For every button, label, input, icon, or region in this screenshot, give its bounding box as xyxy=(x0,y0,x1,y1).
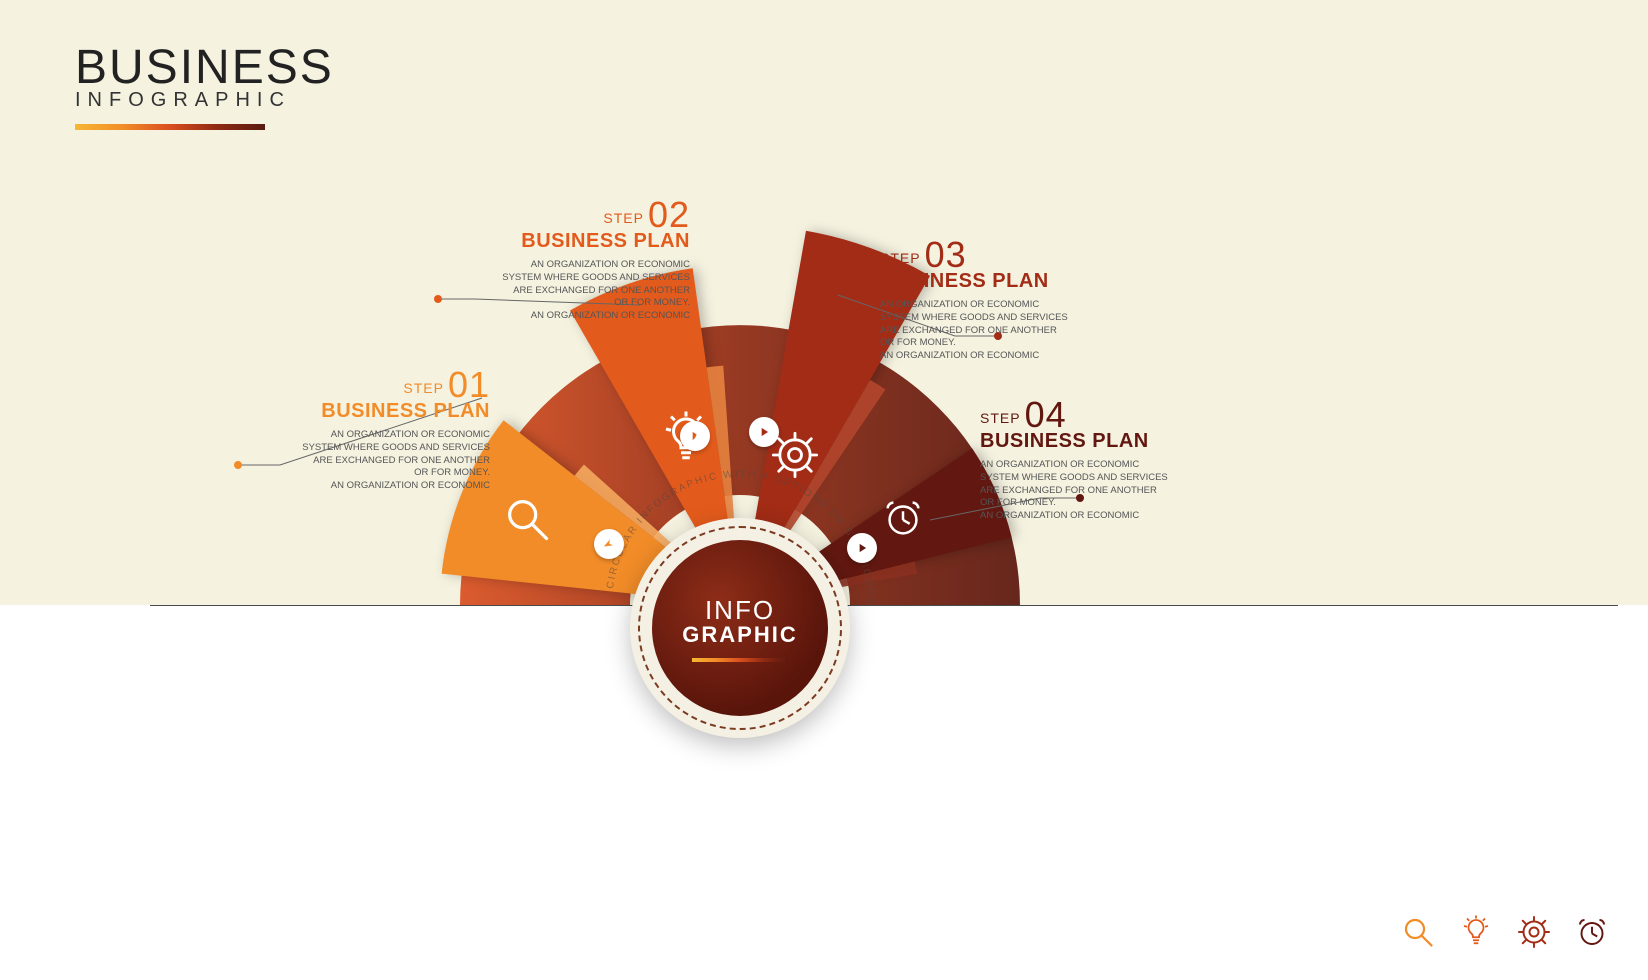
footer-icon-row xyxy=(1400,914,1610,950)
gear-icon xyxy=(769,429,821,481)
step-callout-4: STEP04 BUSINESS PLAN AN ORGANIZATION OR … xyxy=(980,390,1260,523)
step-label: STEP01 xyxy=(220,360,490,402)
step-label: STEP04 xyxy=(980,390,1260,432)
step-callout-3: STEP03 BUSINESS PLAN AN ORGANIZATION OR … xyxy=(880,230,1160,363)
step-desc: AN ORGANIZATION OR ECONOMIC SYSTEM WHERE… xyxy=(420,259,690,323)
center-badge-inner: INFO GRAPHIC xyxy=(652,540,828,716)
step-number: 04 xyxy=(1025,394,1067,435)
pointer-circle-1 xyxy=(594,529,624,559)
baseline-rule xyxy=(150,605,1618,606)
step-number: 03 xyxy=(925,234,967,275)
center-badge: INFO GRAPHIC xyxy=(630,518,850,738)
step-desc: AN ORGANIZATION OR ECONOMIC SYSTEM WHERE… xyxy=(880,299,1160,363)
step-title: BUSINESS PLAN xyxy=(880,270,1160,293)
center-accent-bar xyxy=(692,658,788,662)
step-number: 01 xyxy=(448,364,490,405)
step-desc: AN ORGANIZATION OR ECONOMIC SYSTEM WHERE… xyxy=(980,459,1260,523)
footer-search-icon xyxy=(1400,914,1436,950)
footer-clock-icon xyxy=(1574,914,1610,950)
footer-gear-icon xyxy=(1516,914,1552,950)
footer-bulb-icon xyxy=(1458,914,1494,950)
step-number: 02 xyxy=(648,194,690,235)
step-word: STEP xyxy=(980,410,1021,426)
clock-icon xyxy=(880,495,926,541)
step-word: STEP xyxy=(403,380,444,396)
step-label: STEP02 xyxy=(420,190,690,232)
search-icon xyxy=(501,493,553,545)
step-callout-1: STEP01 BUSINESS PLAN AN ORGANIZATION OR … xyxy=(220,360,490,493)
step-word: STEP xyxy=(603,210,644,226)
step-label: STEP03 xyxy=(880,230,1160,272)
step-title: BUSINESS PLAN xyxy=(980,430,1260,453)
center-line2: GRAPHIC xyxy=(682,622,797,648)
step-callout-2: STEP02 BUSINESS PLAN AN ORGANIZATION OR … xyxy=(420,190,690,323)
step-desc: AN ORGANIZATION OR ECONOMIC SYSTEM WHERE… xyxy=(220,429,490,493)
bulb-icon xyxy=(656,409,716,469)
step-word: STEP xyxy=(880,250,921,266)
